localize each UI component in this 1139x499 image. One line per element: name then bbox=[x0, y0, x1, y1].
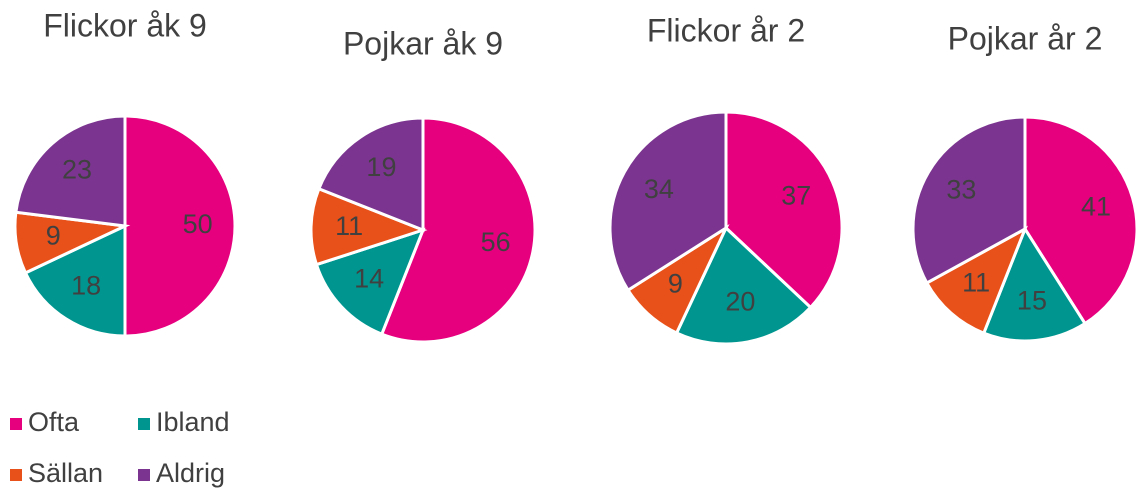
chart-title: Flickor år 2 bbox=[647, 12, 805, 48]
data-label: 18 bbox=[71, 270, 101, 300]
data-label: 9 bbox=[668, 269, 683, 299]
pie-slice bbox=[724, 110, 844, 310]
pie-slice bbox=[379, 116, 537, 344]
legend-label: Sällan bbox=[28, 458, 103, 488]
data-label: 15 bbox=[1017, 286, 1047, 316]
data-label: 56 bbox=[481, 227, 511, 257]
pie-slice bbox=[674, 225, 813, 346]
chart-title: Pojkar år 2 bbox=[948, 20, 1103, 56]
legend-label: Ibland bbox=[156, 407, 230, 437]
pie-slice bbox=[14, 114, 127, 228]
data-label: 33 bbox=[946, 174, 976, 204]
data-label: 34 bbox=[644, 174, 674, 204]
pie-slice bbox=[608, 110, 728, 293]
legend-label: Aldrig bbox=[156, 458, 225, 488]
pie-slice bbox=[911, 115, 1027, 285]
pie-slice bbox=[981, 225, 1088, 343]
data-label: 9 bbox=[46, 220, 61, 250]
data-label: 11 bbox=[335, 211, 363, 241]
data-label: 14 bbox=[354, 264, 384, 294]
legend-swatch bbox=[10, 469, 22, 481]
pie-slice bbox=[123, 114, 237, 338]
data-label: 23 bbox=[62, 155, 92, 185]
pie-slice bbox=[316, 116, 425, 233]
chart-title: Pojkar åk 9 bbox=[343, 25, 503, 61]
chart-title: Flickor åk 9 bbox=[43, 7, 207, 43]
data-label: 20 bbox=[725, 286, 755, 316]
data-label: 37 bbox=[781, 181, 811, 211]
data-label: 50 bbox=[183, 209, 213, 239]
legend-swatch bbox=[138, 418, 150, 430]
legend-swatch bbox=[138, 469, 150, 481]
data-label: 41 bbox=[1081, 192, 1111, 222]
data-label: 19 bbox=[366, 152, 396, 182]
pie-slice bbox=[23, 223, 127, 338]
legend-swatch bbox=[10, 418, 22, 430]
legend-label: Ofta bbox=[28, 407, 80, 437]
data-label: 11 bbox=[962, 268, 990, 298]
